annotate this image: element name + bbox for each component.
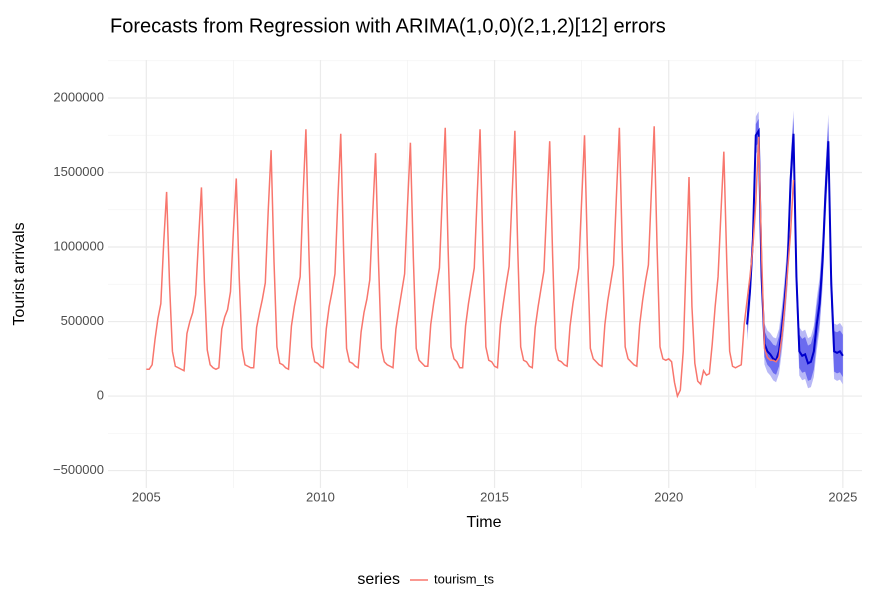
x-tick-label: 2010 [306,489,335,504]
y-tick-label: 500000 [61,313,104,328]
y-tick-label: 1000000 [53,238,104,253]
x-tick-label: 2020 [654,489,683,504]
y-axis-label: Tourist arrivals [11,222,28,325]
x-tick-label: 2025 [828,489,857,504]
legend-label: tourism_ts [434,571,494,586]
legend-title: series [357,571,400,588]
x-tick-label: 2015 [480,489,509,504]
y-tick-label: 0 [97,387,104,402]
x-tick-label: 2005 [132,489,161,504]
y-tick-label: 2000000 [53,89,104,104]
x-axis-label: Time [467,514,502,531]
y-tick-label: −500000 [53,462,104,477]
series-line [146,126,795,399]
y-tick-label: 1500000 [53,164,104,179]
chart-title: Forecasts from Regression with ARIMA(1,0… [110,15,666,37]
